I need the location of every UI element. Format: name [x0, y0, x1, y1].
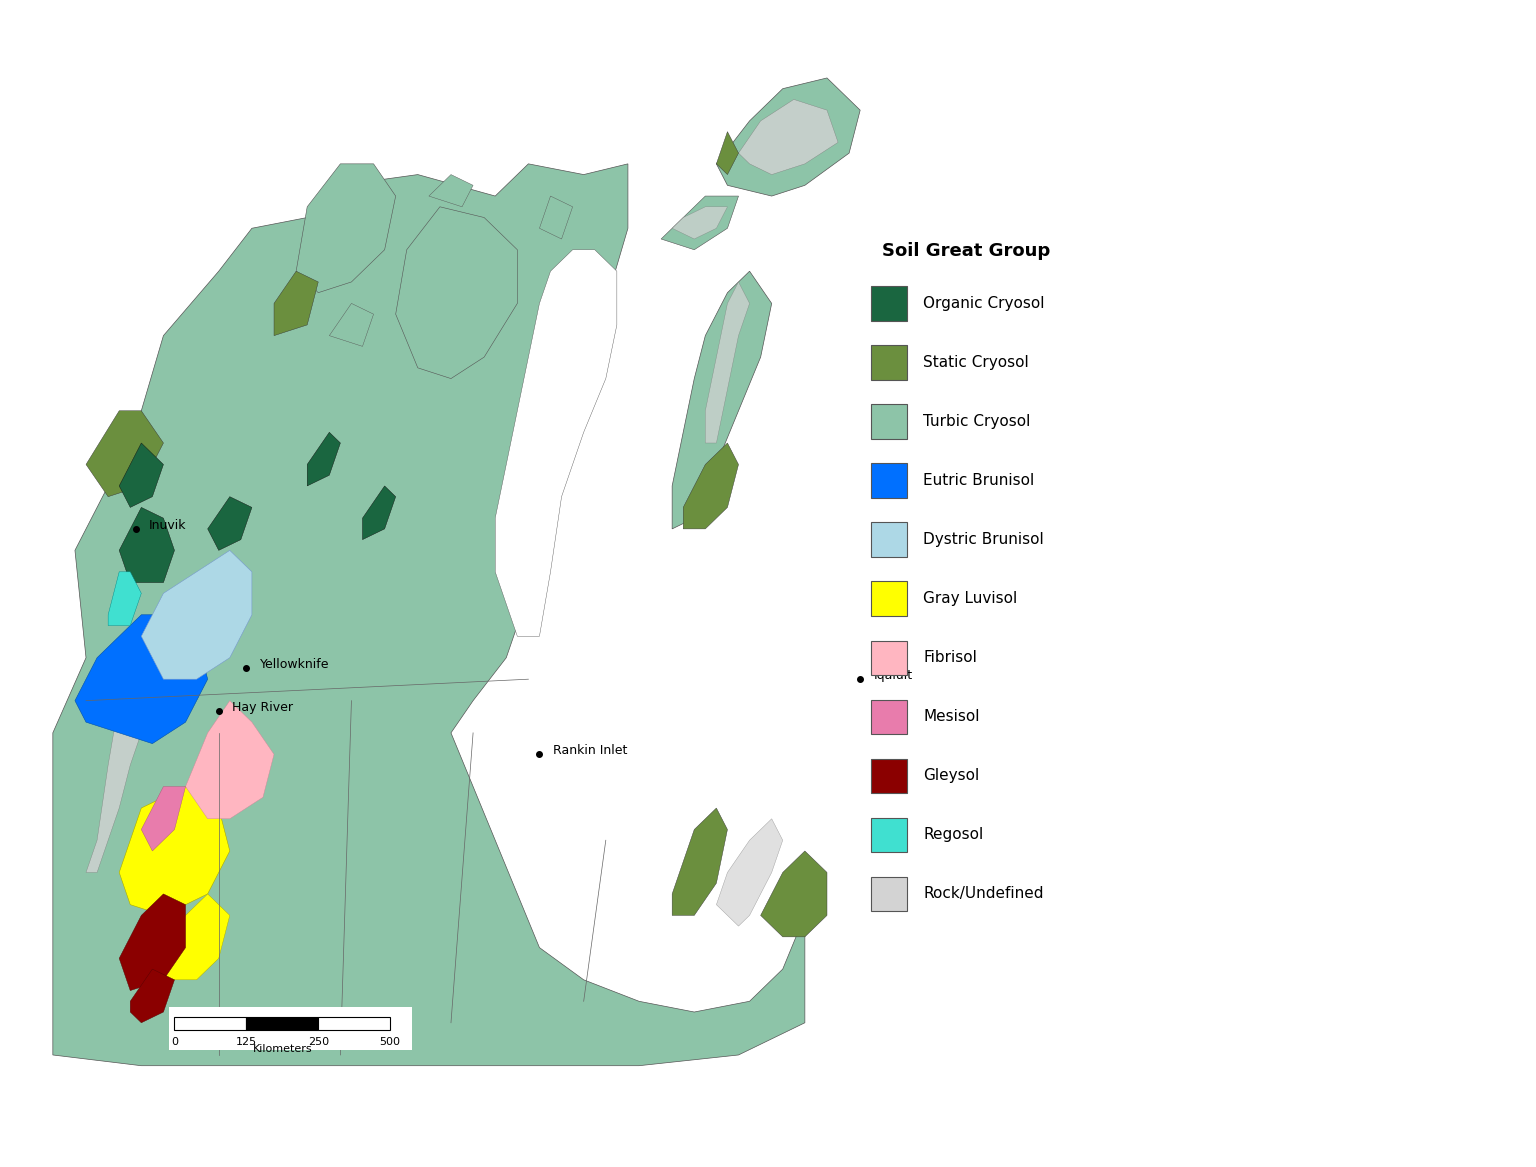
Text: Iqaluit: Iqaluit — [874, 669, 912, 683]
Polygon shape — [86, 647, 163, 873]
Text: Regosol: Regosol — [923, 827, 983, 843]
Polygon shape — [108, 572, 141, 626]
Polygon shape — [120, 787, 230, 915]
Text: 250: 250 — [307, 1036, 329, 1047]
Text: Yellowknife: Yellowknife — [260, 658, 329, 671]
Polygon shape — [307, 432, 341, 485]
Polygon shape — [660, 196, 739, 250]
Text: Static Cryosol: Static Cryosol — [923, 355, 1029, 370]
Bar — [871, 699, 906, 734]
Bar — [318, 1018, 390, 1030]
Text: Soil Great Group: Soil Great Group — [882, 243, 1051, 260]
Text: Hay River: Hay River — [232, 701, 293, 714]
Polygon shape — [495, 250, 617, 636]
Text: Mesisol: Mesisol — [923, 710, 980, 725]
Bar — [871, 345, 906, 379]
Text: Eutric Brunisol: Eutric Brunisol — [923, 473, 1034, 488]
Text: Fibrisol: Fibrisol — [923, 650, 977, 665]
Bar — [175, 1018, 246, 1030]
Polygon shape — [207, 497, 252, 551]
Text: Gleysol: Gleysol — [923, 768, 980, 783]
Polygon shape — [362, 485, 396, 539]
Polygon shape — [141, 551, 252, 679]
Text: Turbic Cryosol: Turbic Cryosol — [923, 414, 1031, 429]
Polygon shape — [396, 207, 518, 378]
Text: 0: 0 — [170, 1036, 178, 1047]
Polygon shape — [120, 508, 175, 582]
Text: Dystric Brunisol: Dystric Brunisol — [923, 532, 1044, 547]
Polygon shape — [673, 271, 771, 529]
Polygon shape — [186, 700, 273, 819]
Bar — [871, 463, 906, 498]
Polygon shape — [163, 894, 230, 980]
Text: 500: 500 — [379, 1036, 401, 1047]
Bar — [169, 1007, 412, 1049]
Polygon shape — [673, 808, 728, 915]
Polygon shape — [716, 132, 739, 175]
Polygon shape — [716, 78, 860, 196]
Bar — [871, 876, 906, 911]
Polygon shape — [273, 271, 318, 336]
Polygon shape — [429, 175, 473, 207]
Bar — [871, 641, 906, 675]
Polygon shape — [86, 411, 163, 497]
Bar — [871, 523, 906, 557]
Text: Organic Cryosol: Organic Cryosol — [923, 296, 1044, 310]
Bar — [871, 818, 906, 852]
Text: Rankin Inlet: Rankin Inlet — [553, 745, 627, 757]
Polygon shape — [684, 443, 739, 529]
Text: Inuvik: Inuvik — [149, 519, 186, 532]
Polygon shape — [760, 851, 826, 937]
Text: Gray Luvisol: Gray Luvisol — [923, 592, 1017, 606]
Bar — [246, 1018, 318, 1030]
Polygon shape — [539, 196, 573, 239]
Bar — [871, 581, 906, 616]
Text: Kilometers: Kilometers — [252, 1044, 312, 1054]
Polygon shape — [673, 207, 728, 239]
Polygon shape — [52, 163, 805, 1065]
Polygon shape — [705, 282, 750, 443]
Polygon shape — [131, 969, 175, 1022]
Bar — [871, 286, 906, 321]
Polygon shape — [329, 303, 373, 347]
Bar — [871, 759, 906, 794]
Polygon shape — [296, 163, 396, 293]
Polygon shape — [120, 443, 163, 508]
Polygon shape — [141, 787, 186, 851]
Text: 125: 125 — [237, 1036, 257, 1047]
Polygon shape — [716, 819, 783, 927]
Text: Rock/Undefined: Rock/Undefined — [923, 887, 1043, 901]
Polygon shape — [75, 615, 207, 743]
Bar — [871, 404, 906, 439]
Polygon shape — [120, 894, 186, 991]
Polygon shape — [739, 99, 839, 175]
